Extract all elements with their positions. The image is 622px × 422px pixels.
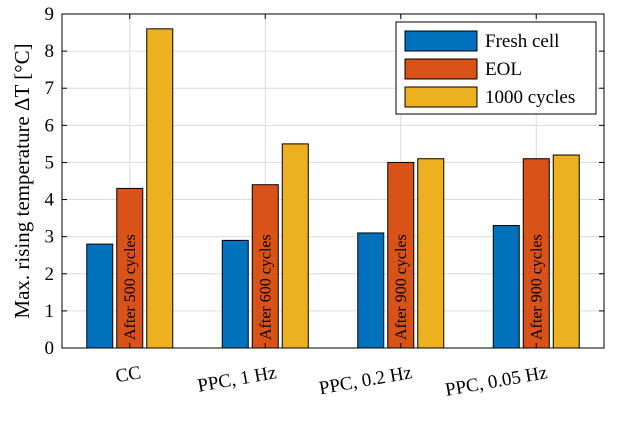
y-tick-label: 0: [45, 338, 55, 359]
bar-fresh-cell: [357, 232, 385, 349]
legend-swatch: [404, 58, 478, 80]
legend-label: EOL: [485, 59, 522, 80]
bar-1000-cycles: [552, 154, 580, 349]
bar-fresh-cell: [86, 243, 114, 349]
bar-1000-cycles: [417, 158, 445, 349]
x-tick-label: PPC, 1 Hz: [196, 362, 278, 397]
x-tick-label: CC: [114, 362, 143, 387]
legend-label: 1000 cycles: [485, 87, 575, 108]
y-axis-label: Max. rising temperature ΔT [°C]: [10, 43, 34, 318]
bar-eol: [251, 184, 279, 349]
y-axis-ticks: 0 1 2 3 4 5 6 7 8 9: [45, 4, 604, 359]
y-tick-label: 4: [45, 190, 55, 211]
bar-annotation: After 900 cycles: [528, 234, 545, 340]
bar-annotation: After 500 cycles: [122, 234, 139, 340]
x-tick-label: PPC, 0.2 Hz: [317, 362, 413, 399]
bars: [86, 28, 580, 349]
x-tick-label: PPC, 0.05 Hz: [444, 362, 550, 401]
y-tick-label: 9: [45, 4, 55, 25]
bar-annotation: After 600 cycles: [257, 234, 274, 340]
y-tick-label: 1: [45, 301, 55, 322]
plot-frame: [61, 13, 605, 349]
bar-1000-cycles: [281, 143, 309, 349]
legend-swatch: [404, 30, 478, 52]
bar-eol: [116, 187, 144, 349]
legend-swatch: [404, 86, 478, 108]
bar-annotations: After 500 cycles After 600 cycles After 90…: [122, 234, 546, 340]
bar-eol: [522, 158, 550, 349]
y-tick-label: 3: [45, 227, 55, 248]
y-tick-label: 5: [45, 152, 55, 173]
bar-eol: [387, 161, 415, 349]
bar-annotation: After 900 cycles: [393, 234, 410, 340]
bar-fresh-cell: [492, 225, 520, 349]
bar-fresh-cell: [221, 239, 249, 349]
legend: Fresh cell EOL 1000 cycles: [395, 21, 597, 115]
y-tick-label: 8: [45, 41, 55, 62]
legend-label: Fresh cell: [485, 31, 559, 52]
y-tick-label: 6: [45, 115, 55, 136]
y-tick-label: 2: [45, 264, 55, 285]
bar-1000-cycles: [146, 28, 174, 349]
y-tick-label: 7: [45, 78, 55, 99]
